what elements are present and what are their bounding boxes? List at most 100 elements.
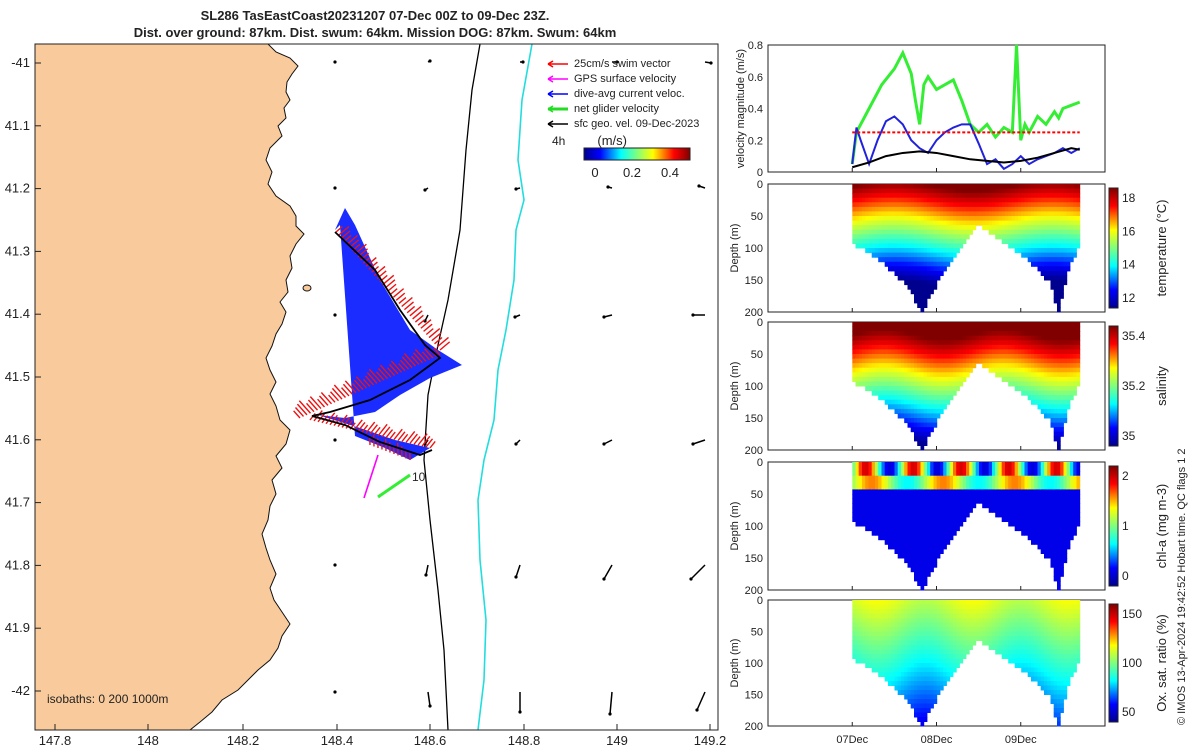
heatmap-cell bbox=[875, 197, 879, 203]
heatmap-cell bbox=[894, 376, 899, 382]
heatmap-cell bbox=[1050, 507, 1055, 513]
heatmap-cell bbox=[962, 636, 967, 641]
heatmap-cell bbox=[936, 681, 941, 686]
heatmap-cell bbox=[962, 326, 967, 332]
swim-vector bbox=[389, 431, 396, 440]
heatmap-cell bbox=[1031, 367, 1035, 373]
heatmap-cell bbox=[901, 193, 905, 199]
heatmap-cell bbox=[858, 238, 863, 244]
heatmap-cell bbox=[1053, 480, 1058, 486]
heatmap-cell bbox=[923, 413, 928, 419]
heatmap-cell bbox=[992, 188, 996, 194]
heatmap-cell bbox=[1031, 494, 1035, 500]
heatmap-cell bbox=[1073, 326, 1077, 332]
heatmap-cell bbox=[1050, 381, 1055, 387]
heatmap-cell bbox=[933, 489, 938, 495]
heatmap-cell bbox=[940, 193, 944, 199]
heatmap-cell bbox=[894, 631, 899, 637]
heatmap-cell bbox=[930, 340, 934, 346]
heatmap-cell bbox=[927, 600, 931, 605]
heatmap-cell bbox=[901, 257, 905, 263]
heatmap-cell bbox=[969, 354, 973, 360]
heatmap-cell bbox=[855, 484, 860, 490]
heatmap-cell bbox=[855, 331, 860, 337]
heatmap-cell bbox=[1008, 354, 1012, 360]
heatmap-cell bbox=[1073, 494, 1077, 500]
heatmap-cell bbox=[868, 494, 873, 500]
heatmap-cell bbox=[979, 335, 983, 341]
heatmap-cell bbox=[953, 390, 957, 396]
heatmap-cell bbox=[927, 672, 931, 677]
heatmap-cell bbox=[894, 494, 899, 500]
heatmap-cell bbox=[946, 381, 951, 387]
heatmap-cell bbox=[933, 358, 938, 364]
heatmap-cell bbox=[1053, 266, 1058, 272]
swim-vector bbox=[333, 417, 341, 427]
heatmap-cell bbox=[1063, 544, 1068, 550]
heatmap-cell bbox=[907, 354, 912, 360]
heatmap-cell bbox=[982, 609, 986, 614]
heatmap-cell bbox=[995, 220, 999, 226]
heatmap-cell bbox=[953, 521, 957, 527]
heatmap-cell bbox=[1027, 498, 1032, 504]
heatmap-cell bbox=[1037, 252, 1042, 258]
heatmap-cell bbox=[884, 480, 889, 486]
heatmap-cell bbox=[910, 498, 915, 504]
heatmap-cell bbox=[1014, 516, 1019, 522]
heatmap-cell bbox=[953, 507, 957, 513]
heatmap-cell bbox=[910, 422, 915, 428]
heatmap-cell bbox=[914, 270, 918, 276]
heatmap-cell bbox=[910, 322, 915, 328]
heatmap-cell bbox=[894, 270, 899, 276]
heatmap-cell bbox=[875, 252, 879, 258]
heatmap-cell bbox=[904, 640, 908, 646]
heatmap-cell bbox=[881, 354, 886, 360]
swim-vector bbox=[366, 372, 378, 384]
heatmap-cell bbox=[936, 354, 941, 360]
heatmap-cell bbox=[1008, 197, 1012, 203]
heatmap-cell bbox=[1034, 399, 1038, 405]
heatmap-cell bbox=[1063, 220, 1068, 226]
heatmap-cell bbox=[982, 627, 986, 632]
heatmap-cell bbox=[884, 507, 889, 513]
heatmap-cell bbox=[985, 326, 990, 332]
heatmap-cell bbox=[1044, 609, 1048, 614]
heatmap-cell bbox=[927, 188, 931, 194]
heatmap-cell bbox=[888, 211, 892, 217]
heatmap-cell bbox=[852, 622, 856, 628]
heatmap-cell bbox=[943, 349, 947, 355]
heatmap-cell bbox=[852, 354, 856, 360]
y-tick-label: 41.5 bbox=[5, 369, 30, 384]
heatmap-cell bbox=[946, 462, 951, 468]
heatmap-cell bbox=[862, 604, 866, 610]
heatmap-cell bbox=[1047, 257, 1051, 263]
heatmap-cell bbox=[975, 609, 980, 614]
heatmap-cell bbox=[953, 654, 957, 659]
heatmap-cell bbox=[946, 197, 951, 203]
heatmap-cell bbox=[888, 600, 892, 605]
heatmap-cell bbox=[1044, 344, 1048, 350]
heatmap-cell bbox=[933, 216, 938, 222]
heatmap-cell bbox=[1031, 248, 1035, 254]
heatmap-cell bbox=[865, 526, 869, 532]
heatmap-cell bbox=[881, 600, 886, 605]
heatmap-cell bbox=[1037, 372, 1042, 378]
heatmap-cell bbox=[1070, 197, 1074, 203]
heatmap-cell bbox=[1076, 220, 1081, 226]
heatmap-cell bbox=[943, 516, 947, 522]
heatmap-cell bbox=[1063, 322, 1068, 328]
heatmap-cell bbox=[930, 344, 934, 350]
heatmap-cell bbox=[891, 322, 895, 328]
heatmap-cell bbox=[1057, 580, 1061, 586]
heatmap-cell bbox=[1014, 331, 1019, 337]
heatmap-cell bbox=[1008, 649, 1012, 655]
heatmap-cell bbox=[972, 466, 977, 472]
geo-vel-arrow bbox=[603, 564, 613, 580]
heatmap-cell bbox=[1076, 462, 1081, 468]
heatmap-cell bbox=[1040, 404, 1045, 410]
heatmap-cell bbox=[940, 266, 944, 272]
heatmap-cell bbox=[868, 197, 873, 203]
heatmap-cell bbox=[875, 494, 879, 500]
heatmap-cell bbox=[1073, 349, 1077, 355]
heatmap-cell bbox=[875, 367, 879, 373]
